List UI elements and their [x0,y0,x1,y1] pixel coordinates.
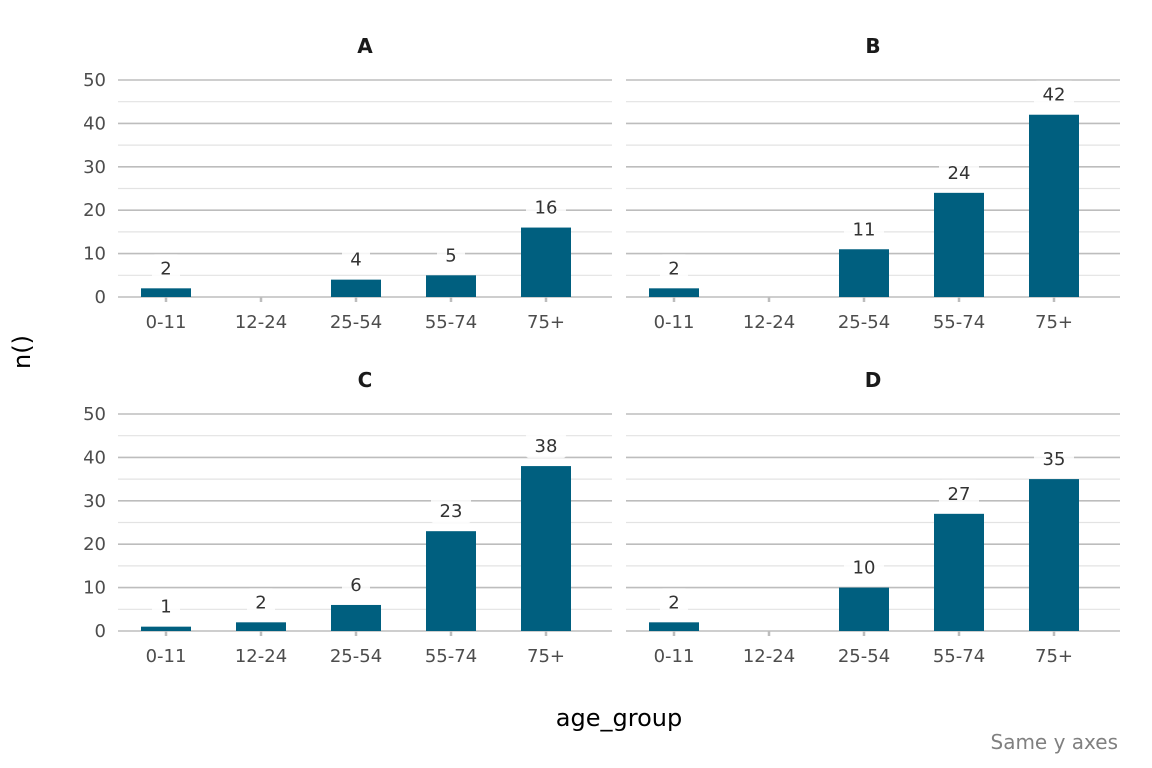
data-label: 6 [350,575,361,596]
data-label: 38 [535,436,558,457]
bar [426,531,476,631]
y-tick-label: 10 [83,244,106,265]
data-label-background [247,588,275,615]
bar [331,604,381,631]
data-label: 2 [668,592,679,613]
bar [934,513,984,631]
data-label-background [152,592,180,619]
facet-title: C [358,368,373,392]
bar [934,192,984,297]
x-tick-label: 0-11 [654,646,695,667]
x-tick-label: 25-54 [330,646,382,667]
bar [521,466,571,631]
facet-panel-d: D 0-11 2 12-24 25-54 10 55-74 27 75+ 35 [626,368,1120,667]
data-label: 4 [350,250,361,271]
data-label-background [1034,445,1074,472]
data-label: 10 [853,558,876,579]
data-label-background [660,254,688,281]
facet-title: D [865,368,882,392]
data-label-background [939,479,979,506]
x-tick-label: 25-54 [838,312,890,333]
bar [141,288,191,297]
facet-title: A [357,34,373,58]
y-tick-label: 30 [83,157,106,178]
data-label: 11 [853,219,876,240]
x-tick-label: 12-24 [743,646,795,667]
facet-panel-c: 0 10 20 30 40 50 C 0-11 1 12-24 2 25-54 6 55-74 23 75+ 3… [83,368,612,667]
x-tick-label: 0-11 [146,312,187,333]
x-tick-label: 55-74 [933,312,985,333]
y-tick-label: 50 [83,70,106,91]
data-label: 16 [535,198,558,219]
x-tick-label: 0-11 [654,312,695,333]
data-label-background [1034,80,1074,107]
data-label: 23 [440,501,463,522]
data-label: 2 [668,258,679,279]
y-tick-label: 0 [95,287,106,308]
data-label-background [342,570,370,597]
data-label-background [526,193,566,220]
x-tick-label: 75+ [1035,646,1073,667]
data-label: 5 [445,245,456,266]
data-label-background [844,215,884,242]
data-label-background [342,245,370,272]
y-tick-label: 10 [83,578,106,599]
y-tick-label: 40 [83,113,106,134]
x-tick-label: 12-24 [235,646,287,667]
data-label: 2 [255,592,266,613]
x-tick-label: 55-74 [933,646,985,667]
facet-panel-a: 0 10 20 30 40 50 A 0-11 2 12-24 25-54 4 55-74 5 75+ 16 [83,34,612,333]
facet-panel-b: B 0-11 2 12-24 25-54 11 55-74 24 75+ 42 [626,34,1120,333]
bar [839,587,889,631]
y-tick-label: 30 [83,491,106,512]
bar [236,622,286,631]
data-label-background [431,497,471,524]
x-tick-label: 75+ [1035,312,1073,333]
x-tick-label: 12-24 [743,312,795,333]
y-axis-title: n() [8,335,36,369]
bar [426,275,476,297]
data-label-background [152,254,180,281]
y-tick-label: 20 [83,534,106,555]
bar [839,249,889,297]
x-tick-label: 25-54 [838,646,890,667]
chart-caption: Same y axes [991,730,1119,754]
bar [649,622,699,631]
bar [1029,479,1079,631]
data-label: 1 [160,597,171,618]
x-tick-label: 75+ [527,312,565,333]
bar [521,227,571,297]
data-label-background [844,553,884,580]
y-tick-label: 50 [83,404,106,425]
x-tick-label: 55-74 [425,646,477,667]
x-tick-label: 75+ [527,646,565,667]
data-label-background [939,158,979,185]
x-tick-label: 55-74 [425,312,477,333]
data-label: 42 [1043,85,1066,106]
data-label: 35 [1043,449,1066,470]
data-label-background [437,241,465,268]
bar [649,288,699,297]
data-label-background [526,432,566,459]
data-label: 24 [948,163,971,184]
bar [331,279,381,297]
facet-title: B [865,34,880,58]
data-label-background [660,588,688,615]
bar [141,626,191,631]
y-tick-label: 20 [83,200,106,221]
data-label: 2 [160,258,171,279]
x-axis-title: age_group [556,704,682,732]
y-tick-label: 0 [95,621,106,642]
bar [1029,114,1079,297]
x-tick-label: 12-24 [235,312,287,333]
x-tick-label: 25-54 [330,312,382,333]
x-tick-label: 0-11 [146,646,187,667]
data-label: 27 [948,484,971,505]
y-tick-label: 40 [83,447,106,468]
